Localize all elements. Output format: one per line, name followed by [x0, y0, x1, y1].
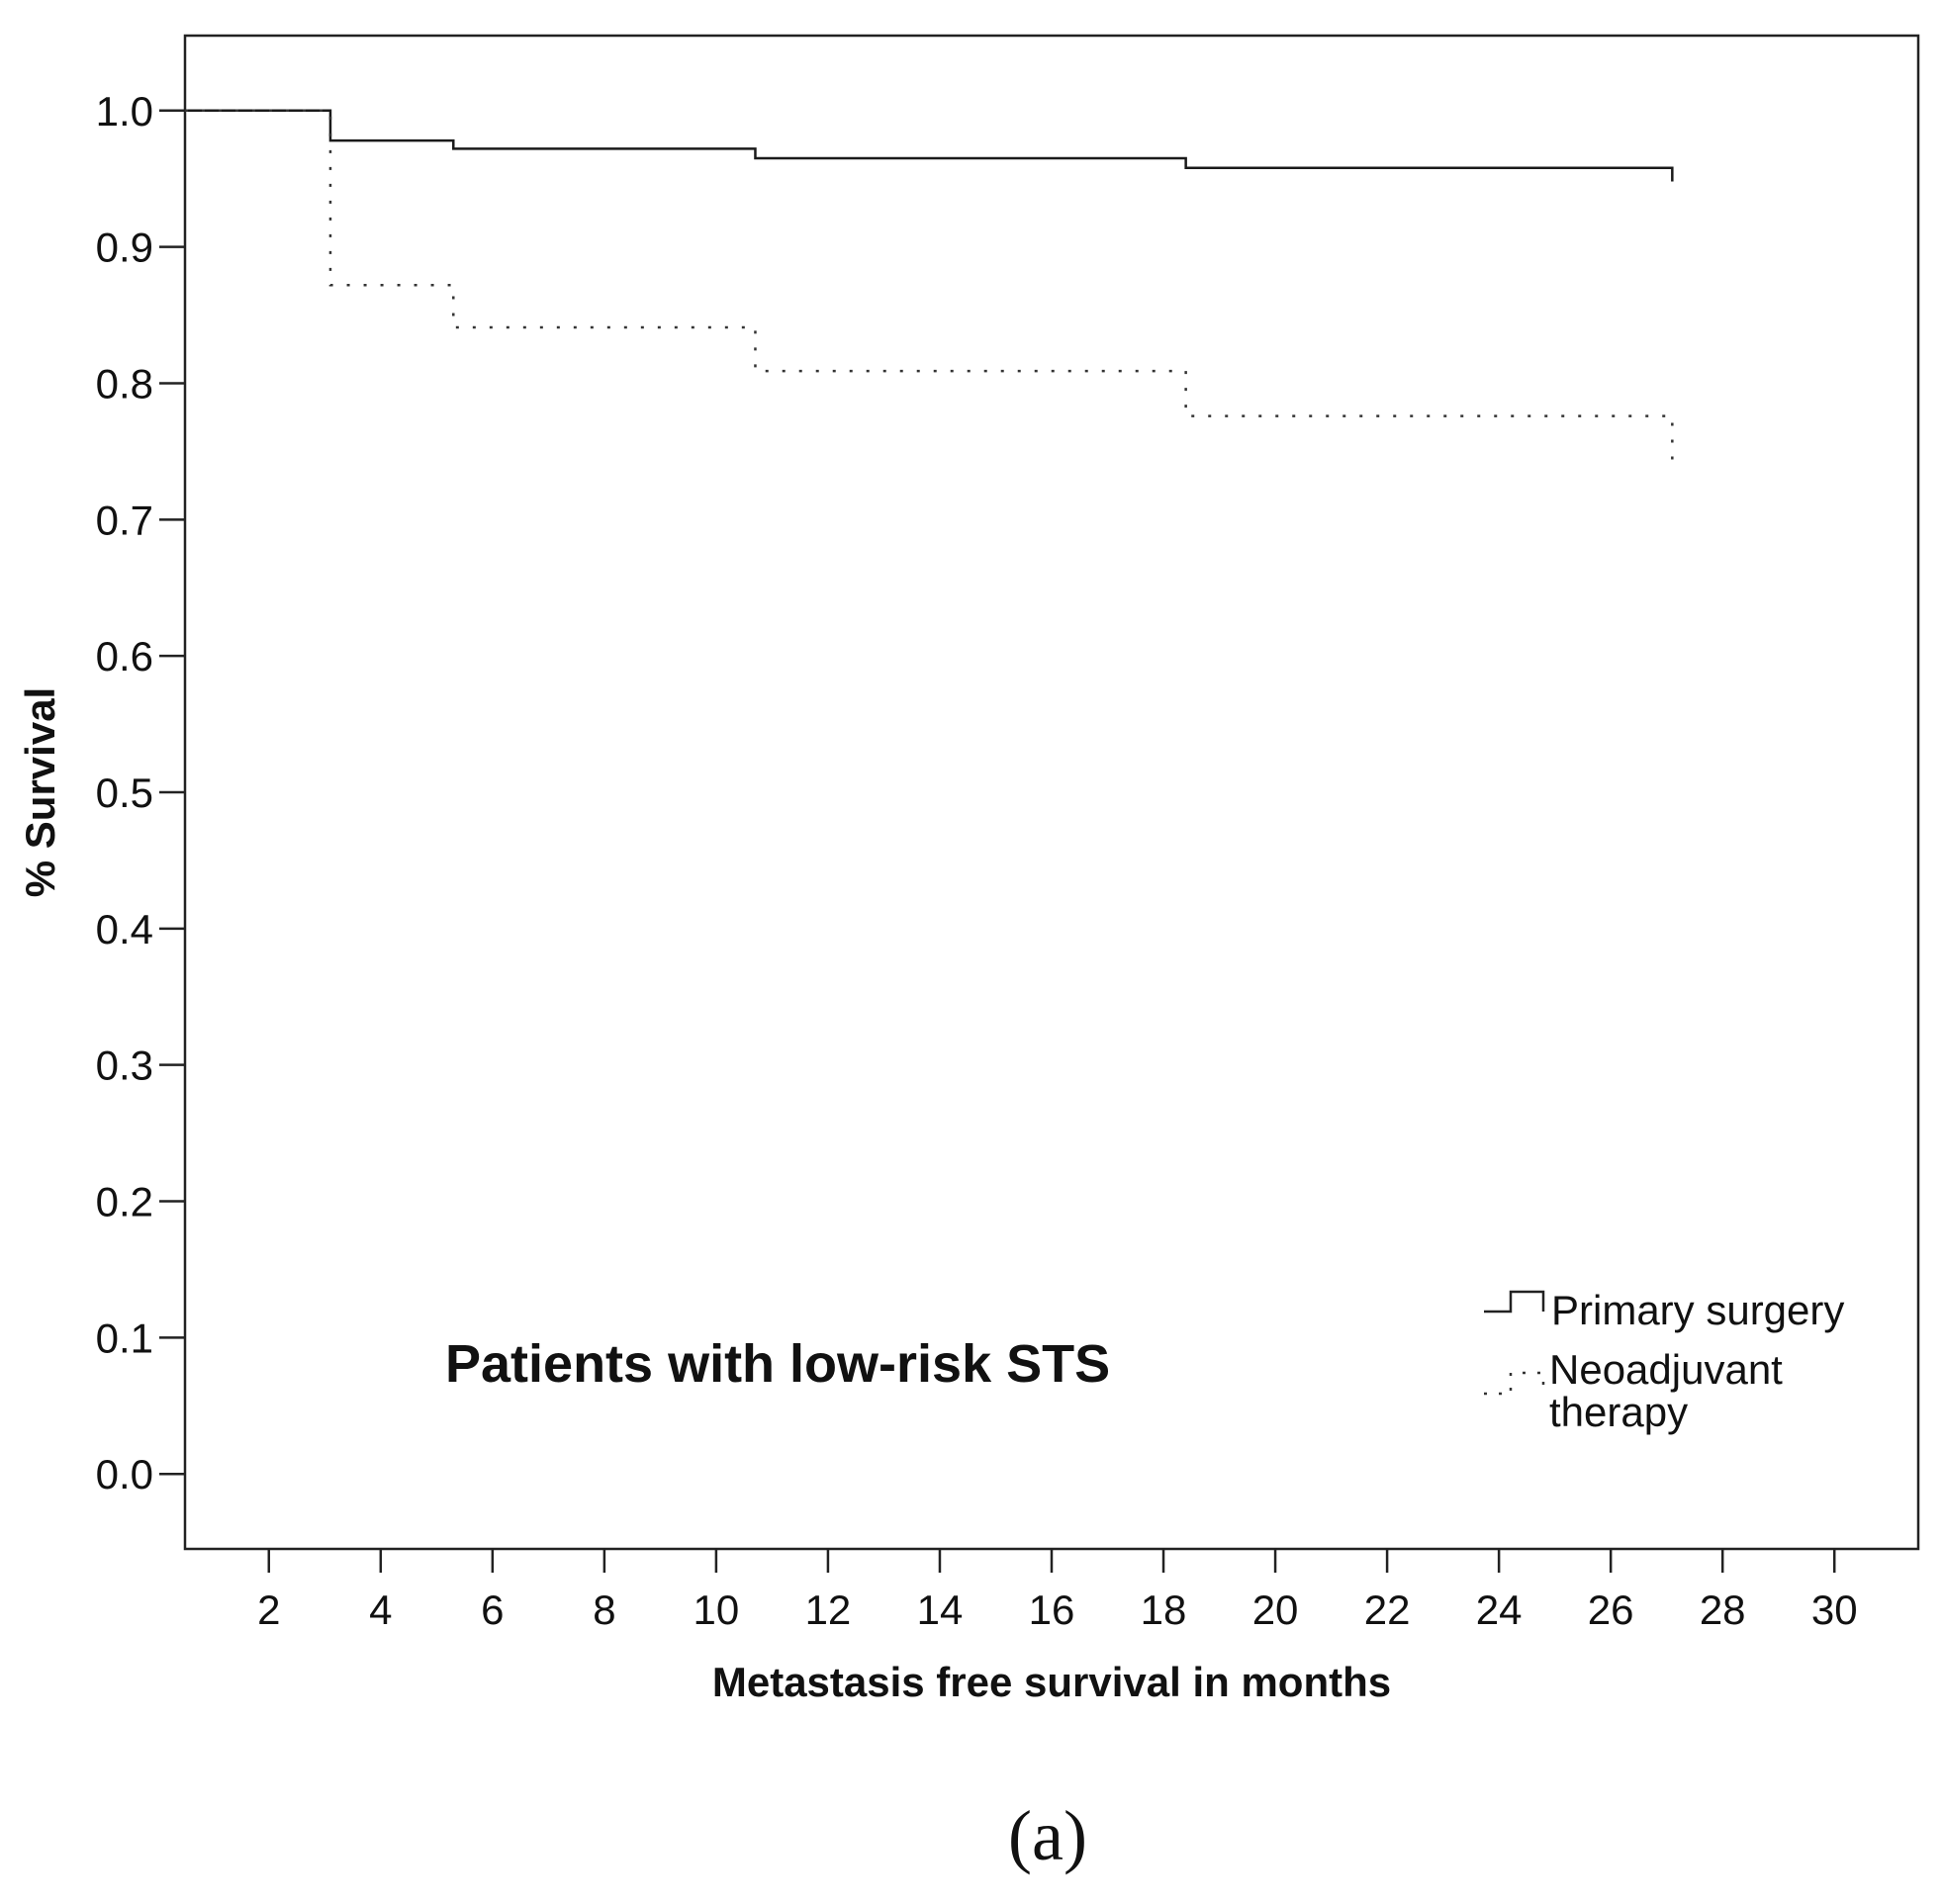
x-tick-label: 28	[1700, 1587, 1746, 1633]
x-tick-label: 16	[1029, 1587, 1075, 1633]
curve-primary-surgery	[185, 109, 1674, 182]
y-tick-label: 0.2	[96, 1179, 153, 1225]
legend-swatch-neoadjuvant-therapy	[1484, 1371, 1545, 1396]
x-tick-label: 18	[1141, 1587, 1187, 1633]
y-tick-label: 0.0	[96, 1451, 153, 1497]
y-tick-label: 0.1	[96, 1315, 153, 1361]
y-tick-label: 1.0	[96, 88, 153, 135]
x-tick-label: 24	[1476, 1587, 1523, 1633]
x-tick-label: 8	[593, 1587, 615, 1633]
figure-caption: (a)	[1008, 1796, 1087, 1875]
x-tick-label: 26	[1588, 1587, 1634, 1633]
x-tick-label: 22	[1364, 1587, 1411, 1633]
y-axis: 0.0 0.1 0.2 0.3 0.4 0.5 0.6 0.7 0.8 0.9 1.0	[96, 88, 185, 1497]
legend-label-neoadjuvant-therapy-line2: therapy	[1549, 1389, 1688, 1435]
x-tick-label: 2	[257, 1587, 280, 1633]
y-tick-label: 0.7	[96, 497, 153, 543]
x-tick-label: 30	[1811, 1587, 1858, 1633]
y-tick-label: 0.6	[96, 633, 153, 680]
x-tick-label: 10	[694, 1587, 740, 1633]
y-axis-title: % Survival	[17, 687, 63, 897]
curve-neoadjuvant-therapy	[185, 109, 1674, 473]
survival-curves	[185, 109, 1674, 473]
x-tick-label: 12	[805, 1587, 852, 1633]
x-tick-label: 4	[369, 1587, 392, 1633]
legend: Primary surgery Neoadjuvant therapy	[1484, 1287, 1844, 1435]
y-tick-label: 0.5	[96, 770, 153, 816]
x-tick-label: 14	[917, 1587, 964, 1633]
x-axis-title: Metastasis free survival in months	[712, 1659, 1391, 1705]
y-tick-label: 0.8	[96, 360, 153, 407]
chart-annotation: Patients with low-risk STS	[445, 1334, 1110, 1394]
y-tick-label: 0.9	[96, 225, 153, 271]
y-tick-label: 0.4	[96, 906, 153, 952]
y-tick-label: 0.3	[96, 1043, 153, 1089]
x-axis: 2 4 6 8 10 12 14 16 18 20 22 24 26 28 30	[257, 1549, 1858, 1633]
legend-label-neoadjuvant-therapy: Neoadjuvant	[1549, 1346, 1783, 1393]
x-tick-label: 20	[1252, 1587, 1299, 1633]
legend-label-primary-surgery: Primary surgery	[1551, 1287, 1844, 1333]
x-tick-label: 6	[481, 1587, 504, 1633]
legend-swatch-primary-surgery	[1484, 1290, 1545, 1314]
